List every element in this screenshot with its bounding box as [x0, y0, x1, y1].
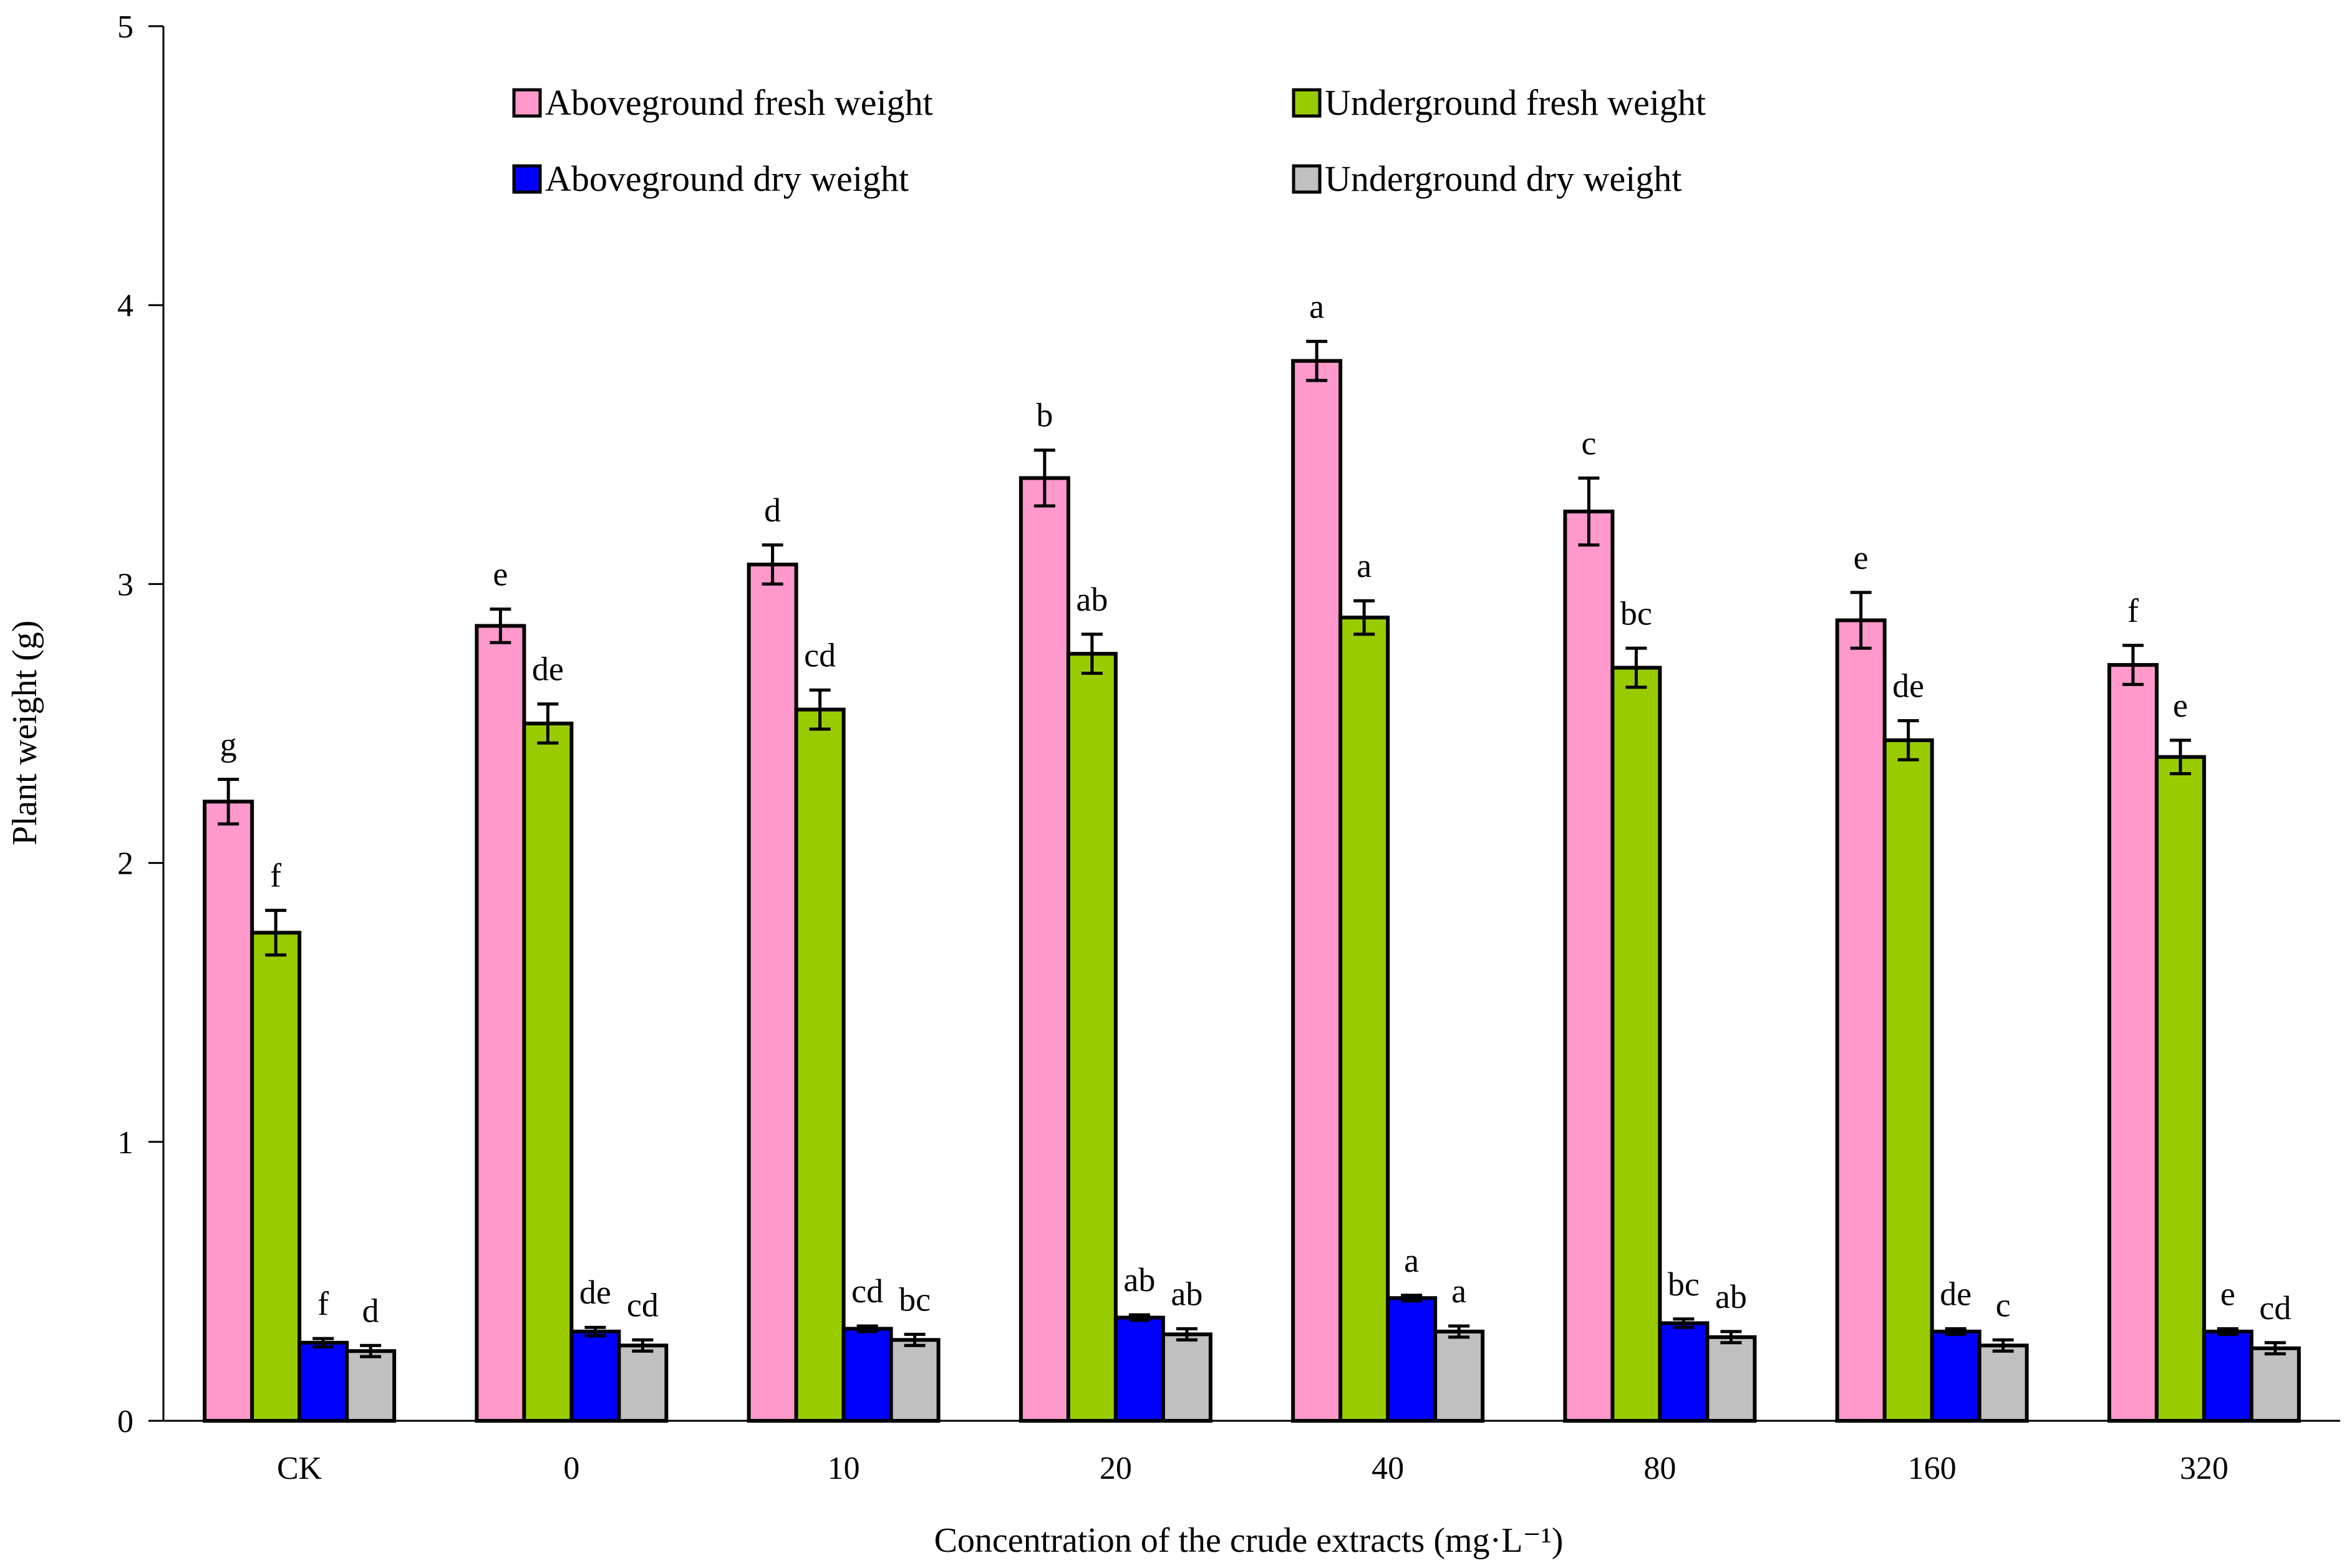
legend-label: Underground dry weight	[1325, 158, 1682, 199]
bar	[1291, 359, 1343, 1423]
significance-label: bc	[899, 1280, 931, 1318]
bar	[841, 1327, 893, 1423]
legend-swatch	[512, 88, 542, 118]
legend-swatch	[1292, 164, 1322, 194]
x-tick-label: 0	[563, 1451, 579, 1486]
bar	[1705, 1335, 1757, 1423]
bar	[345, 1349, 397, 1423]
significance-label: de	[1892, 667, 1924, 705]
bar	[1835, 618, 1887, 1423]
x-tick-label: 80	[1643, 1451, 1676, 1486]
significance-label: f	[317, 1285, 329, 1322]
bar	[794, 707, 846, 1423]
significance-label: f	[2127, 592, 2139, 629]
bar	[617, 1343, 669, 1423]
bar	[1161, 1332, 1212, 1423]
significance-label: e	[493, 556, 508, 593]
bar	[1386, 1296, 1438, 1423]
x-axis-title: Concentration of the crude extracts (mg·…	[934, 1521, 1564, 1560]
bar	[1882, 738, 1934, 1423]
significance-label: f	[270, 857, 281, 894]
bar	[1563, 510, 1615, 1423]
bar	[1610, 665, 1662, 1423]
bar	[1658, 1321, 1710, 1423]
y-tick-label: 0	[117, 1404, 133, 1440]
bar	[569, 1329, 621, 1423]
significance-label: cd	[851, 1272, 883, 1310]
significance-label: e	[2173, 687, 2188, 724]
x-tick-label: 10	[828, 1451, 860, 1486]
y-tick-label: 1	[117, 1125, 133, 1161]
bar	[2107, 663, 2159, 1423]
y-tick-label: 2	[117, 846, 133, 882]
legend-label: Aboveground fresh weight	[545, 82, 933, 123]
significance-label: ab	[1171, 1275, 1203, 1312]
legend-swatch	[512, 164, 542, 194]
bar	[250, 931, 302, 1423]
bar	[1066, 652, 1118, 1423]
legend-label: Underground fresh weight	[1325, 82, 1706, 123]
bars	[203, 339, 2301, 1423]
significance-label: bc	[1668, 1266, 1700, 1303]
y-axis: 0 1 2 3 4 5	[117, 9, 165, 1440]
significance-label: ab	[1123, 1261, 1155, 1299]
significance-label: d	[764, 491, 781, 529]
bar	[203, 800, 254, 1423]
significance-label: ab	[1076, 581, 1108, 618]
significance-label: g	[220, 725, 237, 763]
bar	[475, 624, 526, 1423]
y-tick-label: 4	[117, 288, 133, 324]
significance-label: d	[362, 1292, 379, 1329]
x-tick-label: 160	[1908, 1451, 1957, 1486]
legend-label: Aboveground dry weight	[545, 158, 909, 199]
x-tick-label: 20	[1100, 1451, 1132, 1486]
significance-label: de	[1940, 1275, 1972, 1312]
bar	[1930, 1329, 1982, 1423]
significance-label: a	[1357, 547, 1372, 584]
x-tick-label: 320	[2180, 1451, 2229, 1486]
x-tick-label: 40	[1372, 1451, 1404, 1486]
significance-label: c	[1581, 424, 1596, 462]
y-axis-title: Plant weight (g)	[6, 621, 44, 846]
significance-label: e	[2220, 1275, 2235, 1312]
bar	[298, 1340, 349, 1423]
y-tick-label: 5	[117, 9, 133, 45]
significance-label: a	[1451, 1272, 1466, 1310]
bar	[1113, 1315, 1165, 1423]
significance-label: de	[579, 1274, 611, 1311]
significance-label: de	[532, 651, 564, 688]
y-tick-label: 3	[117, 567, 133, 603]
significance-label: cd	[804, 636, 836, 674]
significance-label: cd	[2259, 1289, 2291, 1327]
bar	[889, 1338, 941, 1423]
bar	[2202, 1329, 2253, 1423]
significance-label: ab	[1715, 1278, 1747, 1315]
significance-label: cd	[627, 1286, 659, 1324]
x-axis: CK 0 10 20 40 80 160 320	[163, 1420, 2340, 1486]
legend: Aboveground fresh weight Underground fres…	[512, 82, 1706, 199]
x-tick-label: CK	[277, 1451, 322, 1486]
significance-label: a	[1309, 288, 1324, 325]
bar	[2154, 755, 2206, 1423]
bar	[1019, 476, 1070, 1423]
bar	[2249, 1346, 2301, 1423]
bar	[522, 722, 574, 1423]
significance-label: b	[1036, 397, 1053, 434]
bar	[747, 563, 798, 1423]
significance-label: c	[1996, 1286, 2011, 1324]
significance-label: bc	[1620, 594, 1652, 632]
bar	[1977, 1343, 2029, 1423]
legend-swatch	[1292, 88, 1322, 118]
significance-label: a	[1404, 1242, 1419, 1279]
bar	[1338, 616, 1390, 1423]
significance-label: e	[1854, 539, 1869, 576]
bar	[1433, 1329, 1485, 1423]
